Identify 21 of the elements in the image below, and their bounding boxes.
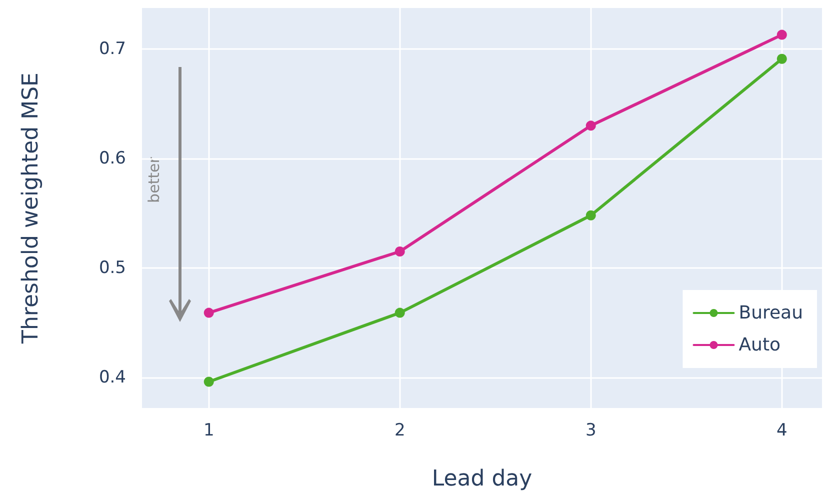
y-tick-label: 0.5 [98, 258, 126, 278]
x-tick-label: 2 [394, 420, 406, 440]
point [394, 308, 405, 318]
point [204, 308, 214, 318]
annotation: better [145, 156, 163, 203]
x-axis-title: Lead day [432, 466, 532, 492]
x-tick-label: 4 [776, 420, 788, 440]
y-tick-label: 0.6 [98, 148, 126, 168]
x-tick-label: 3 [585, 420, 596, 440]
point [776, 30, 787, 40]
y-tick-label: 0.7 [98, 39, 126, 60]
point [586, 120, 596, 131]
y-axis-title: Threshold weighted MSE [18, 72, 44, 344]
x-tick-label: 1 [203, 420, 214, 440]
point [394, 246, 405, 256]
point [586, 210, 596, 220]
point [204, 376, 214, 387]
legend-label: Bureau [738, 302, 804, 324]
legend-label: Auto [738, 334, 781, 356]
point [776, 54, 787, 64]
y-tick-label: 0.4 [98, 367, 126, 388]
